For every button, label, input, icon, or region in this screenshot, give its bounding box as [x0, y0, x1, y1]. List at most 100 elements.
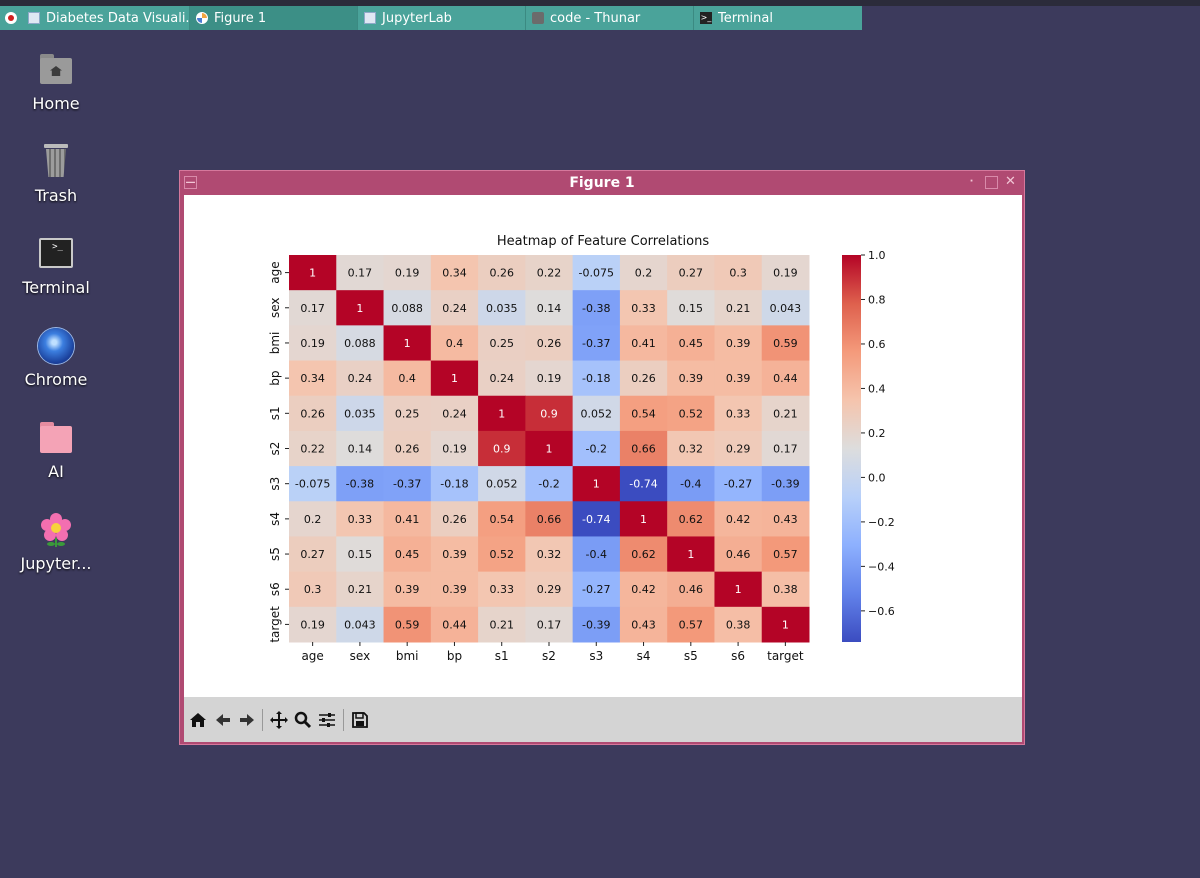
cell-value-label: 0.59 — [395, 618, 420, 631]
colorbar-tick-label: −0.4 — [868, 560, 895, 573]
minimize-button[interactable]: · — [969, 176, 974, 187]
chrome-icon — [38, 328, 74, 364]
desktop-icon-label: Chrome — [24, 370, 88, 389]
applications-menu-button[interactable] — [0, 6, 22, 30]
save-icon[interactable] — [351, 711, 369, 729]
heatmap-cell — [525, 606, 574, 643]
x-tick-label: s2 — [542, 649, 556, 663]
toolbar-separator — [343, 709, 344, 731]
cell-value-label: 0.46 — [679, 583, 704, 596]
pan-icon[interactable] — [270, 711, 288, 729]
cell-value-label: 0.45 — [679, 337, 704, 350]
window-menu-button[interactable]: — — [184, 176, 197, 189]
task-label: Diabetes Data Visuali... — [46, 10, 190, 26]
cell-value-label: 0.52 — [489, 548, 514, 561]
heatmap-cell — [383, 290, 432, 326]
task-terminal[interactable]: >_ Terminal — [694, 6, 862, 30]
heatmap-cell — [714, 501, 763, 537]
heatmap-cell — [383, 606, 432, 643]
desktop-icon-trash[interactable]: Trash — [10, 144, 102, 205]
heatmap-cell — [430, 430, 479, 467]
cell-value-label: -0.27 — [724, 478, 752, 491]
cell-value-label: 0.34 — [300, 372, 325, 385]
cell-value-label: 1 — [404, 337, 411, 350]
home-icon[interactable] — [189, 711, 207, 729]
y-tick-label: s1 — [268, 406, 282, 420]
window-icon — [364, 12, 376, 24]
configure-subplots-icon[interactable] — [318, 711, 336, 729]
heatmap-cell — [714, 571, 763, 608]
heatmap-cell — [289, 606, 337, 643]
cell-value-label: -0.2 — [538, 478, 559, 491]
flower-icon — [38, 512, 74, 548]
cell-value-label: 1 — [593, 478, 600, 491]
cell-value-label: 0.39 — [726, 337, 751, 350]
desktop-icon-ai[interactable]: AI — [10, 420, 102, 481]
heatmap-cell — [525, 571, 574, 608]
maximize-button[interactable] — [985, 176, 998, 189]
cell-value-label: 0.19 — [300, 337, 325, 350]
folder-icon — [532, 12, 544, 24]
heatmap-cell — [714, 325, 763, 362]
cell-value-label: 0.24 — [348, 372, 373, 385]
heatmap-cell — [430, 290, 479, 326]
cell-value-label: 1 — [735, 583, 742, 596]
terminal-icon: >_ — [38, 236, 74, 272]
forward-arrow-icon[interactable] — [238, 711, 256, 729]
cell-value-label: 0.043 — [344, 618, 376, 631]
cell-value-label: 0.38 — [773, 583, 798, 596]
cell-value-label: 0.33 — [348, 513, 373, 526]
desktop-icon-home[interactable]: Home — [10, 52, 102, 113]
heatmap-cell — [478, 466, 526, 502]
x-tick-label: bp — [447, 649, 462, 663]
heatmap-cell — [336, 501, 385, 537]
heatmap-cell — [430, 466, 479, 502]
heatmap-cell — [478, 325, 526, 362]
cell-value-label: 0.33 — [631, 302, 656, 315]
heatmap-cell — [430, 536, 479, 573]
task-code-thunar[interactable]: code - Thunar — [526, 6, 694, 30]
heatmap-cell — [336, 536, 385, 573]
cell-value-label: 1 — [687, 548, 694, 561]
cell-value-label: -0.74 — [582, 513, 610, 526]
desktop-icon-terminal[interactable]: >_ Terminal — [10, 236, 102, 297]
back-arrow-icon[interactable] — [214, 711, 232, 729]
heatmap-cell — [430, 395, 479, 432]
cell-value-label: -0.37 — [393, 478, 421, 491]
task-jupyterlab[interactable]: JupyterLab — [358, 6, 526, 30]
y-tick-label: sex — [268, 298, 282, 319]
heatmap-cell — [761, 395, 810, 432]
window-titlebar[interactable]: — Figure 1 · ✕ — [180, 171, 1024, 195]
x-tick-label: target — [767, 649, 804, 663]
cell-value-label: 0.21 — [489, 618, 514, 631]
heatmap-cell — [572, 466, 621, 502]
task-list: Diabetes Data Visuali... Figure 1 Jupyte… — [0, 6, 862, 30]
cell-value-label: -0.075 — [295, 478, 330, 491]
x-tick-label: s1 — [495, 649, 509, 663]
cell-value-label: 0.19 — [773, 267, 798, 280]
desktop-icon-label: Jupyter... — [20, 554, 92, 573]
cell-value-label: 0.9 — [493, 443, 511, 456]
zoom-icon[interactable] — [294, 711, 312, 729]
heatmap-cell — [667, 501, 715, 537]
x-tick-label: s5 — [684, 649, 698, 663]
cell-value-label: 0.15 — [679, 302, 704, 315]
heatmap-cell — [289, 325, 337, 362]
task-figure-1[interactable]: Figure 1 — [190, 6, 358, 30]
heatmap-cell — [667, 466, 715, 502]
heatmap-cell — [572, 290, 621, 326]
figure-window: — Figure 1 · ✕ Heatmap of Feature Correl… — [179, 170, 1025, 745]
cell-value-label: 0.42 — [726, 513, 751, 526]
task-diabetes-data-visualization[interactable]: Diabetes Data Visuali... — [22, 6, 190, 30]
heatmap-cell — [761, 501, 810, 537]
heatmap-cell — [336, 430, 385, 467]
desktop-icon-chrome[interactable]: Chrome — [10, 328, 102, 389]
close-button[interactable]: ✕ — [1005, 174, 1016, 189]
cell-value-label: 0.14 — [537, 302, 562, 315]
colorbar-tick-label: 0.2 — [868, 427, 886, 440]
cell-value-label: 0.39 — [442, 583, 467, 596]
desktop-icon-jupyter[interactable]: Jupyter... — [10, 512, 102, 573]
heatmap-cell — [430, 325, 479, 362]
cell-value-label: 0.54 — [631, 407, 656, 420]
heatmap-cell — [525, 395, 574, 432]
